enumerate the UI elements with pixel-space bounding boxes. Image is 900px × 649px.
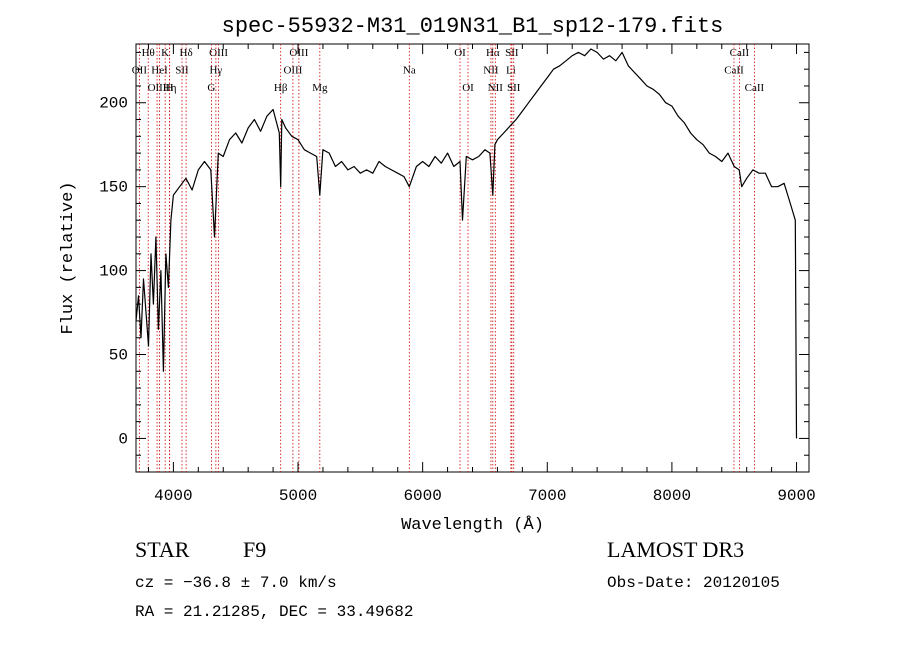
annotation-label: Hη xyxy=(163,82,177,94)
annotation-label: SII xyxy=(507,82,521,94)
annotation-label: Hδ xyxy=(180,47,193,59)
annotation-label: Hθ xyxy=(142,47,155,59)
x-tick-label: 7000 xyxy=(528,487,566,505)
x-tick-label: 5000 xyxy=(279,487,317,505)
x-tick-label: 8000 xyxy=(653,487,691,505)
annotation-label: H xyxy=(166,82,174,94)
y-tick-label: 200 xyxy=(99,95,128,113)
annotation-label: G xyxy=(207,82,215,94)
spectrum-chart: spec-55932-M31_019N31_B1_sp12-179.fits OI… xyxy=(59,14,816,535)
redshift-velocity: cz = −36.8 ± 7.0 km/s xyxy=(135,574,337,592)
annotation-label: Hγ xyxy=(209,65,222,77)
x-tick-label: 6000 xyxy=(403,487,441,505)
annotation-label: OIII xyxy=(289,47,308,59)
annotation-label: NII xyxy=(483,65,499,77)
annotation-label: CaII xyxy=(745,82,765,94)
ra-dec-coordinates: RA = 21.21285, DEC = 33.49682 xyxy=(135,603,414,621)
chart-title: spec-55932-M31_019N31_B1_sp12-179.fits xyxy=(222,14,724,39)
annotation-label: SII xyxy=(505,47,519,59)
annotation-label: SII xyxy=(175,65,189,77)
annotation-label: HeI xyxy=(151,65,168,77)
y-tick-label: 150 xyxy=(99,179,128,197)
annotation-label: OI xyxy=(454,47,466,59)
annotation-label: OIII xyxy=(209,47,228,59)
observation-date: Obs-Date: 20120105 xyxy=(607,574,780,592)
annotation-label: Hα xyxy=(486,47,500,59)
spectrum-line xyxy=(135,48,798,439)
annotation-label: K xyxy=(161,47,169,59)
annotation-label: Hβ xyxy=(274,82,288,94)
annotation-label: Li xyxy=(506,65,516,77)
x-tick-label: 9000 xyxy=(777,487,815,505)
annotation-label: CaII xyxy=(724,65,744,77)
annotation-label: OI xyxy=(462,82,474,94)
plot-frame xyxy=(135,43,810,473)
annotation-label: OIII xyxy=(148,82,167,94)
object-class: STAR xyxy=(135,537,190,562)
annotation-label: Mg xyxy=(312,82,328,94)
annotation-label: CaII xyxy=(730,47,750,59)
x-axis-label: Wavelength (Å) xyxy=(401,516,544,535)
annotation-label: OII xyxy=(132,65,148,77)
annotation-label: OIII xyxy=(283,65,302,77)
y-tick-label: 0 xyxy=(118,430,128,448)
y-axis-label: Flux (relative) xyxy=(59,181,78,334)
annotation-label: Na xyxy=(403,65,416,77)
survey-name: LAMOST DR3 xyxy=(607,537,745,562)
annotation-label: NII xyxy=(488,82,504,94)
object-subclass: F9 xyxy=(243,537,267,562)
y-tick-label: 100 xyxy=(99,263,128,281)
x-tick-label: 4000 xyxy=(154,487,192,505)
y-tick-label: 50 xyxy=(109,347,128,365)
